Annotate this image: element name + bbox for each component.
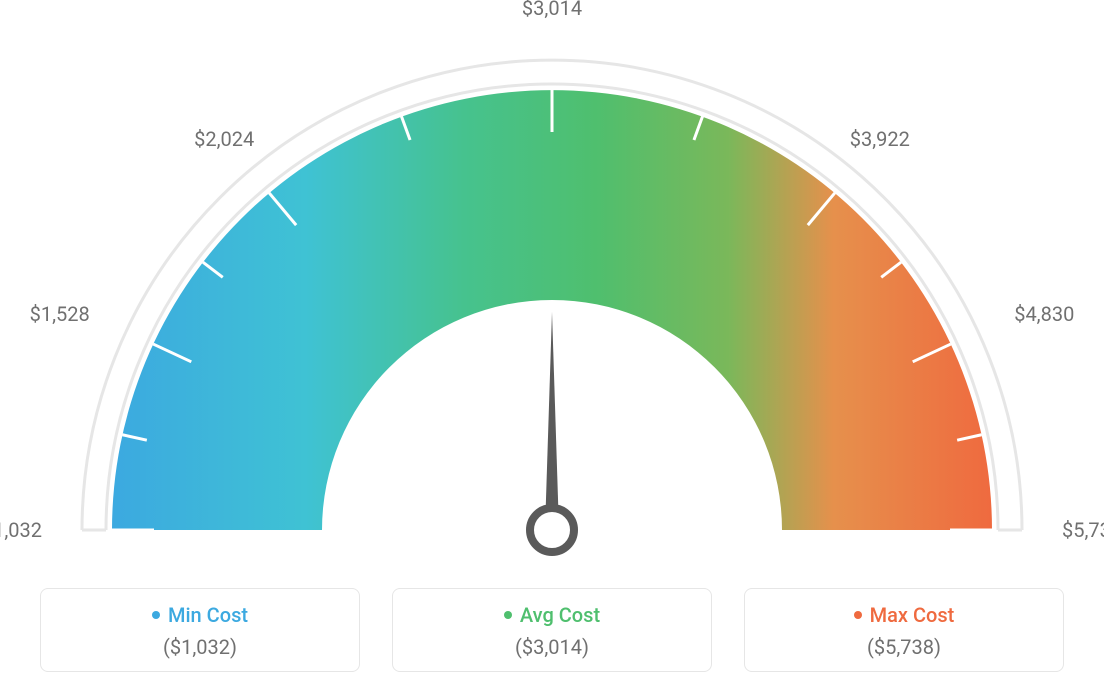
legend-dot-max xyxy=(854,611,862,619)
legend-label-min: Min Cost xyxy=(168,603,248,627)
gauge-tick-label: $4,830 xyxy=(1014,302,1074,326)
gauge-tick-label: $1,528 xyxy=(30,302,90,326)
gauge-tick-label: $5,738 xyxy=(1062,518,1104,542)
legend-value-max: ($5,738) xyxy=(755,635,1053,659)
legend-card-avg: Avg Cost ($3,014) xyxy=(392,588,712,672)
legend-card-min: Min Cost ($1,032) xyxy=(40,588,360,672)
legend-label-max: Max Cost xyxy=(870,603,955,627)
gauge-chart: $1,032 $1,528 $2,024 $3,014 $3,922 $4,830 $5,7… xyxy=(0,0,1104,560)
gauge-tick-label: $3,014 xyxy=(522,0,582,20)
legend-row: Min Cost ($1,032) Avg Cost ($3,014) Max … xyxy=(0,588,1104,672)
gauge-tick-label: $1,032 xyxy=(0,518,42,542)
legend-value-avg: ($3,014) xyxy=(403,635,701,659)
gauge-svg xyxy=(52,40,1052,580)
legend-label-avg: Avg Cost xyxy=(520,603,600,627)
gauge-tick-label: $3,922 xyxy=(850,127,910,151)
legend-value-min: ($1,032) xyxy=(51,635,349,659)
legend-dot-avg xyxy=(504,611,512,619)
legend-card-max: Max Cost ($5,738) xyxy=(744,588,1064,672)
legend-dot-min xyxy=(152,611,160,619)
gauge-tick-label: $2,024 xyxy=(194,127,254,151)
